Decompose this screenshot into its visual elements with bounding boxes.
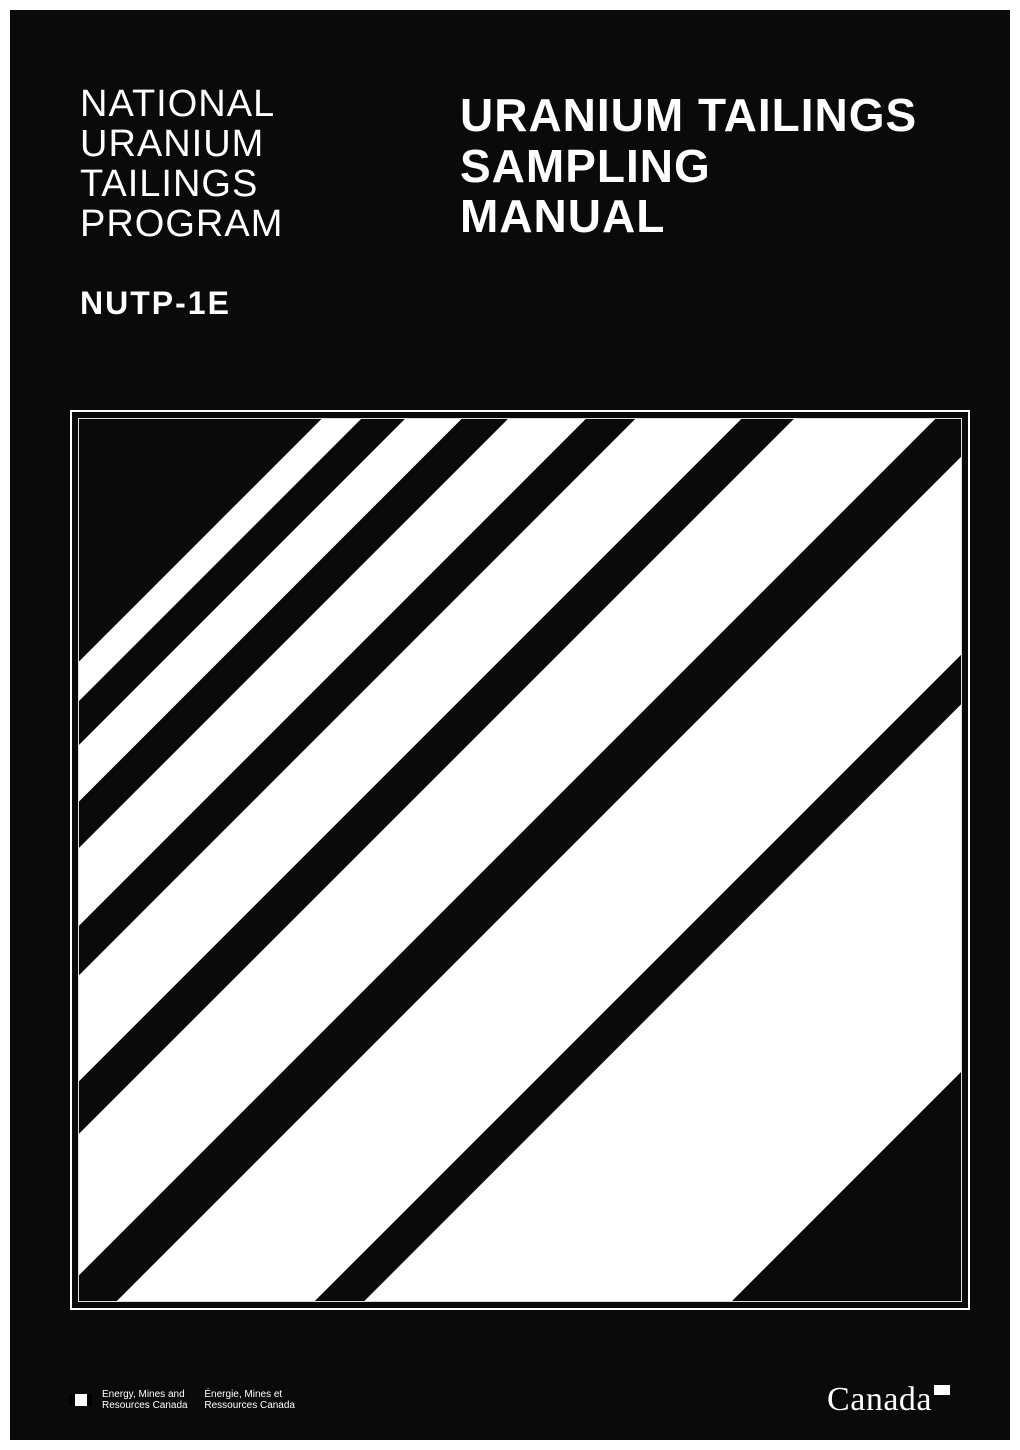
canada-flag-icon — [70, 1394, 92, 1406]
cover-page: NATIONAL URANIUM TAILINGS PROGRAM URANIU… — [10, 10, 1010, 1440]
dept-fr-line1: Énergie, Mines et — [204, 1389, 282, 1400]
program-name: NATIONAL URANIUM TAILINGS PROGRAM — [80, 85, 283, 245]
cover-art — [78, 418, 962, 1302]
cover-art-frame — [70, 410, 970, 1310]
document-title: URANIUM TAILINGS SAMPLING MANUAL — [460, 90, 917, 242]
program-name-line: URANIUM — [80, 125, 283, 165]
dept-en-line2: Resources Canada — [102, 1400, 188, 1411]
canada-wordmark: Canada — [827, 1381, 950, 1419]
wordmark-text: Canada — [827, 1381, 932, 1418]
program-name-line: PROGRAM — [80, 205, 283, 245]
title-line: URANIUM TAILINGS — [460, 90, 917, 141]
title-line: SAMPLING — [460, 141, 917, 192]
dept-fr-line2: Ressources Canada — [204, 1400, 295, 1411]
document-code: NUTP-1E — [80, 285, 231, 322]
department-names: Energy, Mines and Resources Canada Énerg… — [102, 1389, 309, 1411]
dept-en-line1: Energy, Mines and — [102, 1389, 185, 1400]
dept-english: Energy, Mines and Resources Canada — [102, 1389, 188, 1411]
program-name-line: NATIONAL — [80, 85, 283, 125]
footer-department: Energy, Mines and Resources Canada Énerg… — [70, 1389, 309, 1411]
footer: Energy, Mines and Resources Canada Énerg… — [70, 1380, 950, 1420]
wordmark-flag-icon — [934, 1385, 950, 1395]
program-name-line: TAILINGS — [80, 165, 283, 205]
dept-french: Énergie, Mines et Ressources Canada — [204, 1389, 295, 1411]
title-line: MANUAL — [460, 191, 917, 242]
